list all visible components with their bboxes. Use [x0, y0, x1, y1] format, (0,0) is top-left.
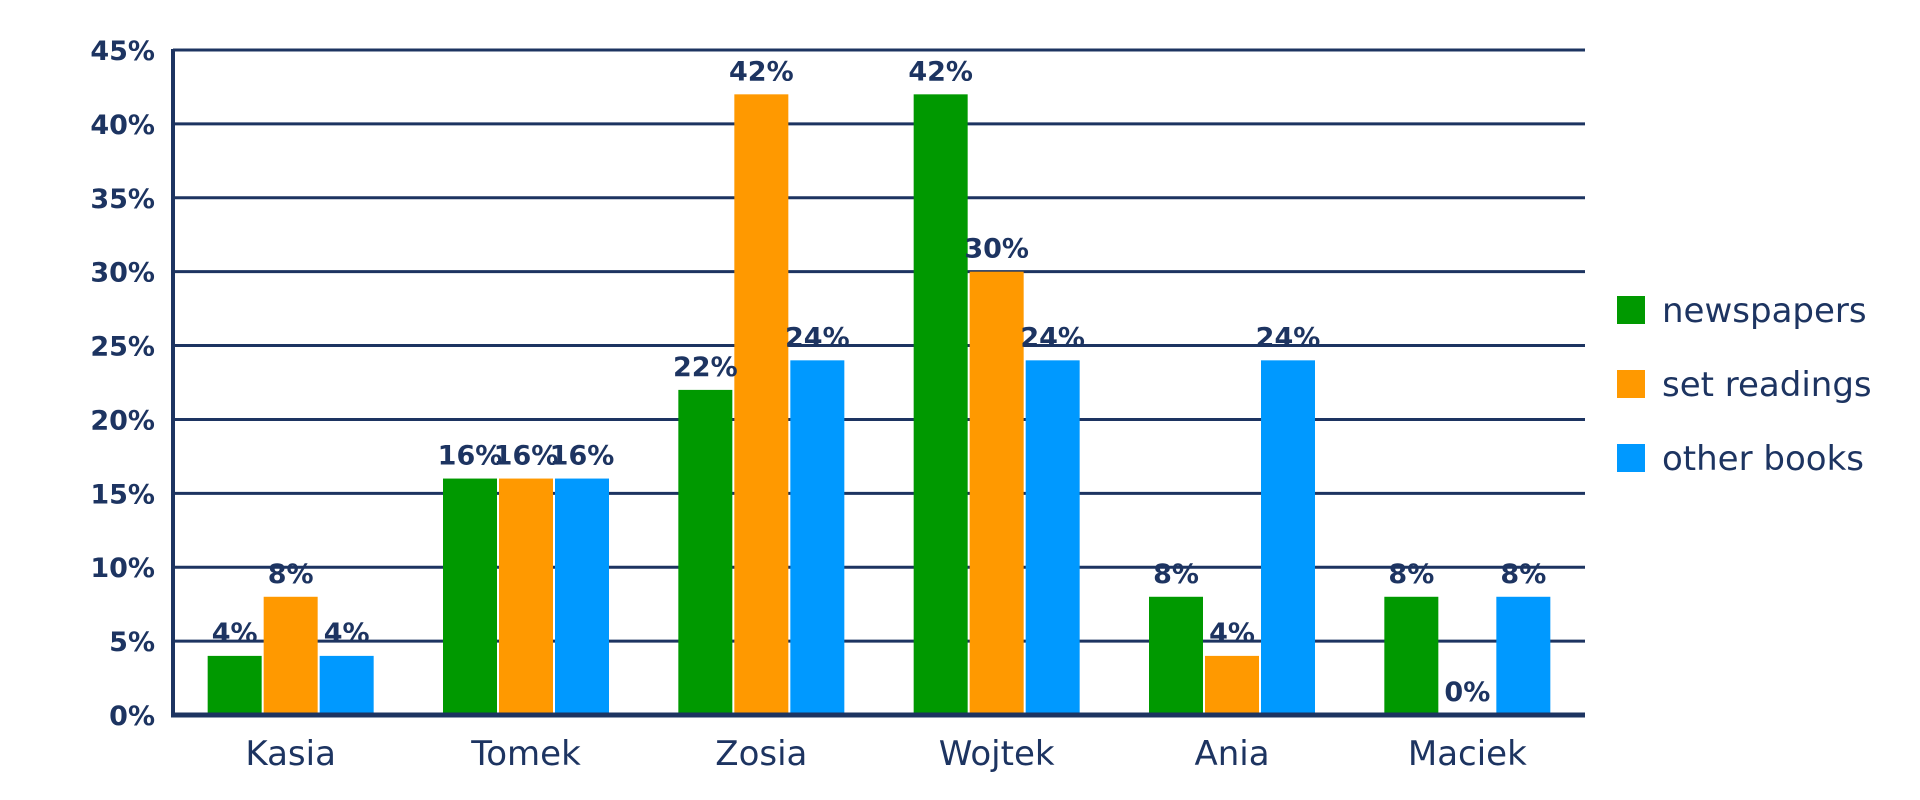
bar — [790, 360, 845, 715]
data-label: 42% — [908, 56, 973, 87]
data-label: 24% — [1256, 322, 1321, 353]
data-label: 16% — [494, 441, 559, 472]
data-label: 22% — [673, 352, 738, 383]
bar — [1496, 596, 1551, 715]
legend-swatch — [1617, 370, 1645, 398]
bar — [1205, 655, 1259, 715]
data-label: 16% — [550, 441, 615, 472]
bar — [1025, 360, 1080, 715]
legend-swatch — [1617, 444, 1645, 472]
data-label: 4% — [212, 618, 258, 649]
y-tick-label: 15% — [90, 479, 155, 510]
axes — [171, 49, 1585, 718]
y-tick-label: 5% — [109, 627, 155, 658]
x-category-label: Kasia — [245, 734, 336, 774]
y-axis-ticks: 0% 5% 10% 15% 20% 25% 30% 35% 40% 45% — [90, 36, 155, 732]
data-label: 16% — [438, 441, 503, 472]
bar — [1384, 596, 1439, 715]
bar — [1149, 596, 1203, 715]
data-label: 24% — [1020, 322, 1085, 353]
data-label: 8% — [1500, 559, 1546, 590]
bar — [319, 655, 374, 715]
bar — [263, 596, 318, 715]
data-label: 4% — [324, 618, 370, 649]
legend: newspapers set readings other books — [1617, 291, 1872, 479]
y-tick-label: 45% — [90, 36, 155, 67]
value-labels: 4%8%4%16%16%16%22%42%24%42%30%24%8%4%24%… — [212, 56, 1547, 708]
y-tick-label: 40% — [90, 110, 155, 141]
gridlines — [173, 48, 1585, 643]
data-label: 8% — [1388, 559, 1434, 590]
bar — [443, 478, 497, 715]
bar — [207, 655, 262, 715]
data-label: 0% — [1444, 677, 1490, 708]
data-label: 42% — [729, 56, 794, 87]
bar — [969, 271, 1024, 715]
bar — [555, 478, 609, 715]
x-category-label: Tomek — [470, 734, 581, 774]
y-tick-label: 0% — [109, 701, 155, 732]
legend-label: other books — [1662, 439, 1864, 479]
x-category-label: Ania — [1194, 734, 1269, 774]
y-tick-label: 10% — [90, 553, 155, 584]
legend-label: set readings — [1662, 365, 1872, 405]
y-tick-label: 20% — [90, 405, 155, 436]
bar — [1261, 360, 1315, 715]
data-label: 8% — [268, 559, 314, 590]
y-tick-label: 25% — [90, 332, 155, 363]
x-axis-categories: Kasia Tomek Zosia Wojtek Ania Maciek — [245, 734, 1527, 774]
data-label: 4% — [1209, 618, 1255, 649]
y-tick-label: 30% — [90, 258, 155, 289]
data-label: 8% — [1153, 559, 1199, 590]
x-category-label: Wojtek — [939, 734, 1055, 774]
bar — [499, 478, 553, 715]
bar — [678, 389, 733, 715]
x-category-label: Maciek — [1408, 734, 1527, 774]
legend-swatch — [1617, 296, 1645, 324]
bar — [913, 94, 968, 716]
bars — [207, 94, 1551, 716]
data-label: 24% — [785, 322, 850, 353]
bar — [734, 94, 789, 716]
legend-label: newspapers — [1662, 291, 1867, 331]
y-tick-label: 35% — [90, 184, 155, 215]
data-label: 30% — [964, 234, 1029, 265]
x-category-label: Zosia — [715, 734, 807, 774]
